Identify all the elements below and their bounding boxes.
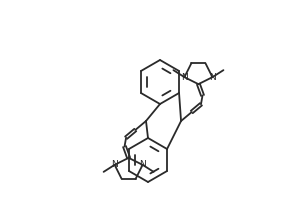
Text: N: N — [181, 73, 188, 82]
Text: N: N — [111, 160, 118, 169]
Text: N: N — [139, 160, 146, 169]
Text: N: N — [209, 73, 216, 82]
